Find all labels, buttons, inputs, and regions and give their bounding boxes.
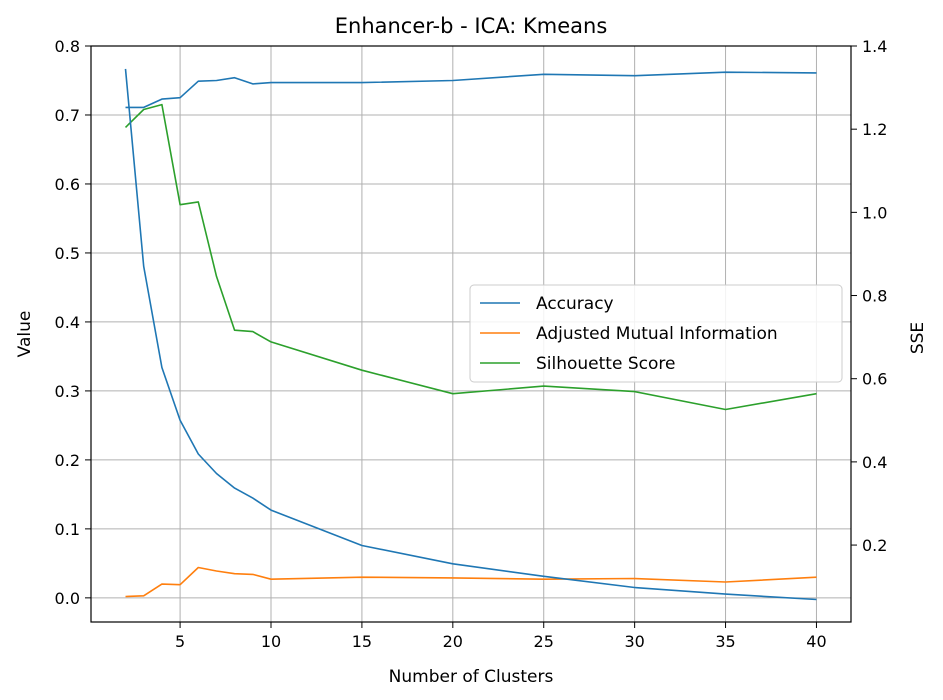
x-axis: 5 10 15 20 25 30 35 40 <box>175 622 827 651</box>
series-layer <box>124 68 817 601</box>
accuracy-line <box>125 71 817 109</box>
x-tick-label: 40 <box>806 632 826 651</box>
silhouette-score-line <box>124 103 817 411</box>
adjusted-mutual-information-line <box>125 566 817 598</box>
x-tick-label: 15 <box>352 632 372 651</box>
y2-tick-label: 1.2 <box>862 120 887 139</box>
y-axis-label: Value <box>15 311 35 358</box>
chart-title: Enhancer-b - ICA: Kmeans <box>335 14 608 38</box>
y2-tick-label: 1.4 <box>862 37 887 56</box>
y2-tick-label: 0.6 <box>862 370 887 389</box>
y2-tick-label: 0.4 <box>862 453 887 472</box>
x-axis-label: Number of Clusters <box>389 667 554 687</box>
x-tick-label: 25 <box>534 632 554 651</box>
y2-tick-label: 1.0 <box>862 203 887 222</box>
y-axis: 0.0 0.1 0.2 0.3 0.4 0.5 0.6 0.7 0.8 <box>55 37 91 608</box>
y-tick-label: 0.2 <box>55 451 80 470</box>
grid <box>91 45 851 622</box>
y2-axis: 0.2 0.4 0.6 0.8 1.0 1.2 1.4 <box>851 37 887 555</box>
sse-line <box>124 68 817 601</box>
plot-frame <box>90 45 852 623</box>
y-tick-label: 0.7 <box>55 106 80 125</box>
x-tick-label: 20 <box>443 632 463 651</box>
y-tick-label: 0.6 <box>55 175 80 194</box>
y-tick-label: 0.0 <box>55 589 80 608</box>
y2-axis-label: SSE <box>908 322 928 354</box>
x-tick-label: 5 <box>175 632 185 651</box>
legend-label: Accuracy <box>536 294 614 314</box>
y-tick-label: 0.1 <box>55 520 80 539</box>
y-tick-label: 0.3 <box>55 382 80 401</box>
legend-label: Silhouette Score <box>536 354 675 374</box>
x-tick-label: 10 <box>261 632 281 651</box>
y2-tick-label: 0.8 <box>862 287 887 306</box>
y2-tick-label: 0.2 <box>862 536 887 555</box>
legend-label: Adjusted Mutual Information <box>536 324 778 344</box>
x-tick-label: 30 <box>624 632 644 651</box>
legend: Accuracy Adjusted Mutual Information Silho… <box>469 284 843 383</box>
y-tick-label: 0.8 <box>55 37 80 56</box>
y-tick-label: 0.5 <box>55 244 80 263</box>
legend-box <box>469 284 843 383</box>
x-tick-label: 35 <box>715 632 735 651</box>
y-tick-label: 0.4 <box>55 313 80 332</box>
